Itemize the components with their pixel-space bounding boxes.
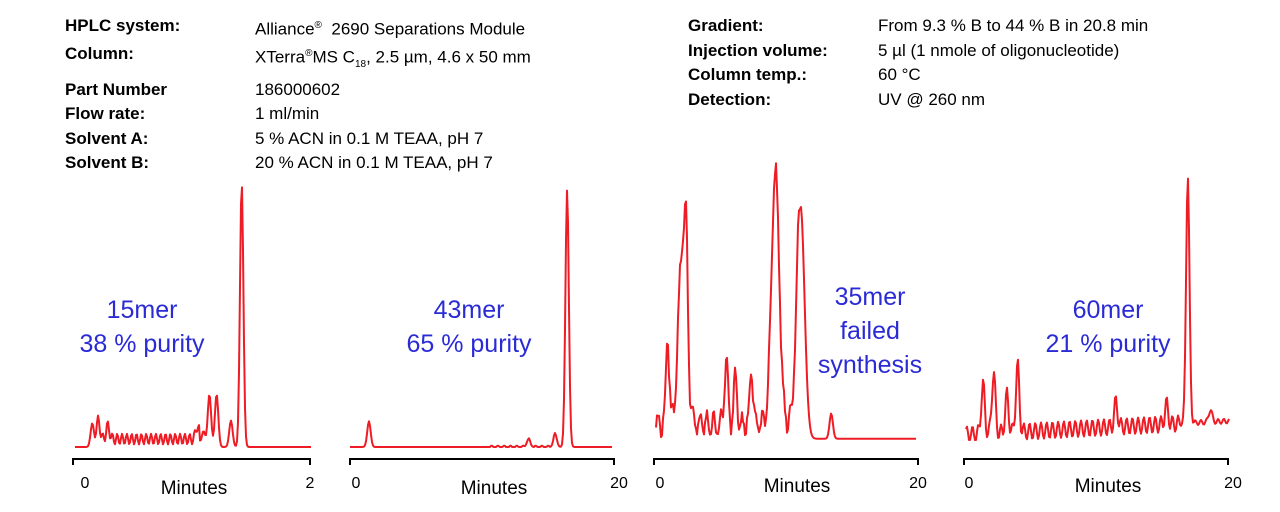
sample-annotation: 15mer (107, 296, 178, 324)
sample-annotation: failed (840, 317, 900, 345)
x-axis-label: Minutes (461, 478, 528, 499)
chromatogram-trace (965, 177, 1230, 441)
sample-annotation: 43mer (434, 296, 505, 324)
condition-row: HPLC system: Alliance® 2690 Separations … (65, 14, 531, 42)
condition-value: Alliance® 2690 Separations Module (255, 19, 526, 39)
chromatogram-trace (75, 186, 311, 448)
sample-annotation: 21 % purity (1045, 330, 1171, 358)
condition-label: Column: (65, 44, 134, 64)
x-axis-label: Minutes (161, 478, 228, 499)
condition-value: 60 °C (878, 65, 921, 84)
x-tick-label: 20 (909, 475, 927, 492)
condition-label: Flow rate: (65, 104, 146, 124)
x-tick-label: 0 (81, 475, 90, 492)
condition-value: From 9.3 % B to 44 % B in 20.8 min (878, 16, 1149, 35)
condition-value: XTerra®MS C18, 2.5 µm, 4.6 x 50 mm (255, 47, 531, 71)
condition-label: Injection volume: (688, 40, 828, 60)
chromatogram-trace (350, 189, 612, 448)
x-tick-label: 2 (306, 475, 315, 492)
condition-row: Column temp.: 60 °C (688, 63, 1148, 88)
sample-annotation: synthesis (818, 351, 922, 379)
condition-value: 20 % ACN in 0.1 M TEAA, pH 7 (255, 153, 493, 173)
condition-row: Gradient: From 9.3 % B to 44 % B in 20.8… (688, 14, 1148, 39)
x-tick-label: 0 (656, 475, 665, 492)
x-tick-label: 20 (610, 475, 628, 492)
condition-label: HPLC system: (65, 16, 181, 35)
condition-value: 5 % ACN in 0.1 M TEAA, pH 7 (255, 128, 484, 148)
conditions-left: HPLC system: Alliance® 2690 Separations … (65, 14, 531, 176)
chromatogram-trace (655, 162, 916, 440)
condition-label: Detection: (688, 89, 772, 109)
condition-value: 186000602 (255, 79, 341, 99)
condition-row: Injection volume: 5 µl (1 nmole of oligo… (688, 39, 1148, 64)
condition-value: UV @ 260 nm (878, 89, 986, 109)
x-axis-label: Minutes (1075, 476, 1142, 497)
sample-annotation: 65 % purity (406, 330, 532, 358)
condition-label: Solvent B: (65, 153, 150, 173)
condition-row: Flow rate: 1 ml/min (65, 102, 531, 127)
x-tick-label: 0 (352, 475, 361, 492)
condition-row: Solvent A: 5 % ACN in 0.1 M TEAA, pH 7 (65, 127, 531, 152)
condition-label: Part Number (65, 79, 168, 99)
x-tick-label: 20 (1224, 475, 1242, 492)
conditions-right: Gradient: From 9.3 % B to 44 % B in 20.8… (688, 14, 1148, 112)
condition-value: 5 µl (1 nmole of oligonucleotide) (878, 40, 1120, 60)
condition-label: Gradient: (688, 16, 764, 35)
condition-row: Solvent B: 20 % ACN in 0.1 M TEAA, pH 7 (65, 151, 531, 176)
condition-label: Column temp.: (688, 65, 807, 84)
condition-row: Detection: UV @ 260 nm (688, 88, 1148, 113)
sample-annotation: 38 % purity (79, 330, 205, 358)
x-axis-label: Minutes (764, 476, 831, 497)
condition-row: Column: XTerra®MS C18, 2.5 µm, 4.6 x 50 … (65, 42, 531, 78)
condition-label: Solvent A: (65, 128, 149, 148)
condition-value: 1 ml/min (255, 104, 320, 124)
sample-annotation: 60mer (1073, 296, 1144, 324)
sample-annotation: 35mer (835, 283, 906, 311)
condition-row: Part Number 186000602 (65, 78, 531, 103)
x-tick-label: 0 (965, 475, 974, 492)
